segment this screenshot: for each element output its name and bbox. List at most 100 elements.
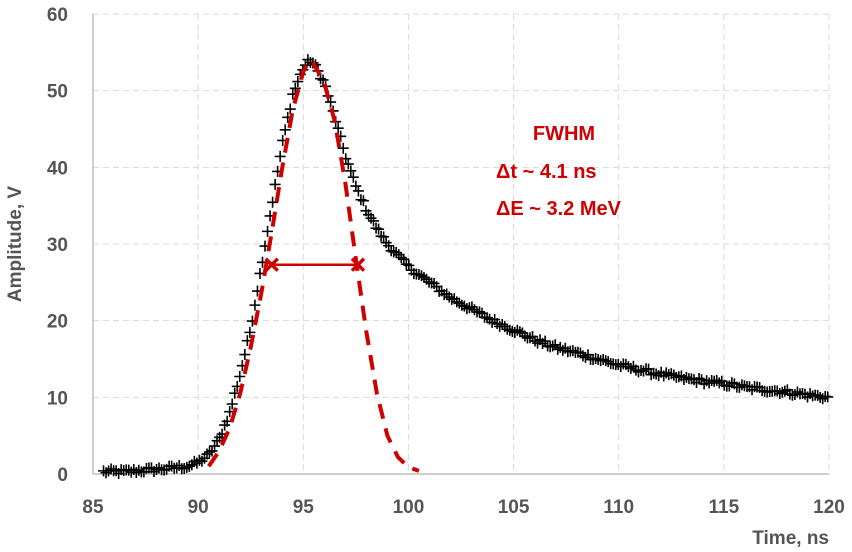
data-point: [577, 350, 589, 362]
data-point: [183, 460, 195, 472]
data-point: [332, 122, 344, 134]
data-point: [181, 461, 193, 473]
data-point: [378, 231, 390, 243]
data-point: [552, 343, 564, 355]
data-point: [423, 276, 435, 288]
data-point: [413, 269, 425, 281]
data-point: [206, 445, 218, 457]
data-point: [804, 388, 816, 400]
data-point: [292, 76, 304, 88]
data-point: [234, 370, 246, 382]
data-point: [567, 345, 579, 357]
x-tick-label: 110: [603, 497, 634, 518]
data-point: [711, 374, 723, 386]
data-point: [597, 354, 609, 366]
fwhm-endpoint: [264, 257, 279, 272]
y-tick-label: 40: [47, 158, 68, 179]
data-point: [383, 240, 395, 252]
y-axis-title: Amplitude, V: [5, 186, 26, 302]
data-point: [395, 252, 407, 264]
data-point: [736, 379, 748, 391]
data-point: [352, 185, 364, 197]
data-point: [373, 223, 385, 235]
data-point: [193, 454, 205, 466]
data-point: [105, 463, 117, 475]
data-point: [474, 306, 486, 318]
data-point: [279, 124, 291, 136]
y-tick-label: 10: [47, 388, 68, 409]
data-point: [693, 372, 705, 384]
data-point: [544, 341, 556, 353]
data-point: [650, 368, 662, 380]
data-point: [365, 212, 377, 224]
fit-curve: [207, 56, 420, 473]
fwhm-endpoint: [350, 257, 366, 272]
data-point: [638, 365, 650, 377]
data-point: [625, 362, 637, 374]
data-point: [817, 393, 829, 405]
data-point: [355, 194, 367, 206]
data-point: [226, 398, 238, 410]
data-point: [496, 318, 508, 330]
data-point: [590, 352, 602, 364]
data-point: [267, 196, 279, 208]
data-point: [529, 335, 541, 347]
data-point: [337, 142, 349, 154]
data-point: [209, 440, 221, 452]
data-point: [133, 464, 145, 476]
data-point: [537, 338, 549, 350]
data-point: [466, 301, 478, 313]
data-point: [385, 245, 397, 257]
data-point: [317, 74, 329, 86]
y-tick-labels: 0 10 20 30 40 50 60: [47, 5, 68, 486]
data-point: [774, 388, 786, 400]
data-point: [549, 339, 561, 351]
data-point: [325, 96, 337, 108]
data-point: [602, 356, 614, 368]
data-point: [403, 259, 415, 271]
data-point: [262, 225, 274, 237]
data-point: [368, 215, 380, 227]
data-point: [342, 158, 354, 170]
data-point: [582, 349, 594, 361]
data-point: [776, 386, 788, 398]
data-point: [822, 391, 834, 403]
x-tick-label: 105: [498, 497, 530, 518]
data-point: [274, 150, 286, 162]
data-point: [703, 377, 715, 389]
x-tick-labels: 85 90 95 100 105 110 115 120: [82, 497, 844, 518]
data-point: [461, 303, 473, 315]
data-point: [350, 180, 362, 192]
data-point: [713, 377, 725, 389]
data-point: [791, 386, 803, 398]
x-tick-label: 120: [813, 497, 845, 518]
y-tick-label: 50: [47, 82, 68, 103]
data-point: [579, 351, 591, 363]
data-point: [680, 371, 692, 383]
annotation-fwhm: FWHM: [533, 123, 595, 145]
annotation-delta-e: ΔE ~ 3.2 MeV: [496, 198, 622, 220]
x-tick-label: 115: [709, 497, 740, 518]
data-point: [203, 446, 215, 458]
data-point: [501, 323, 513, 335]
data-point: [269, 178, 281, 190]
data-point: [463, 302, 475, 314]
data-point: [539, 335, 551, 347]
data-point: [244, 326, 256, 338]
data-point: [511, 324, 523, 336]
data-point: [289, 82, 301, 94]
data-point: [153, 462, 165, 474]
fwhm-marker: [264, 257, 366, 272]
x-tick-label: 85: [82, 497, 104, 518]
annotation-delta-t: Δt ~ 4.1 ns: [496, 161, 597, 183]
y-tick-label: 0: [57, 465, 68, 486]
grid-lines: [93, 13, 830, 474]
data-point: [315, 73, 327, 85]
data-point: [357, 195, 369, 207]
y-tick-label: 20: [47, 312, 68, 333]
measured-series: [98, 54, 834, 479]
data-point: [400, 258, 412, 270]
data-point: [370, 222, 382, 234]
x-tick-label: 100: [393, 497, 425, 518]
